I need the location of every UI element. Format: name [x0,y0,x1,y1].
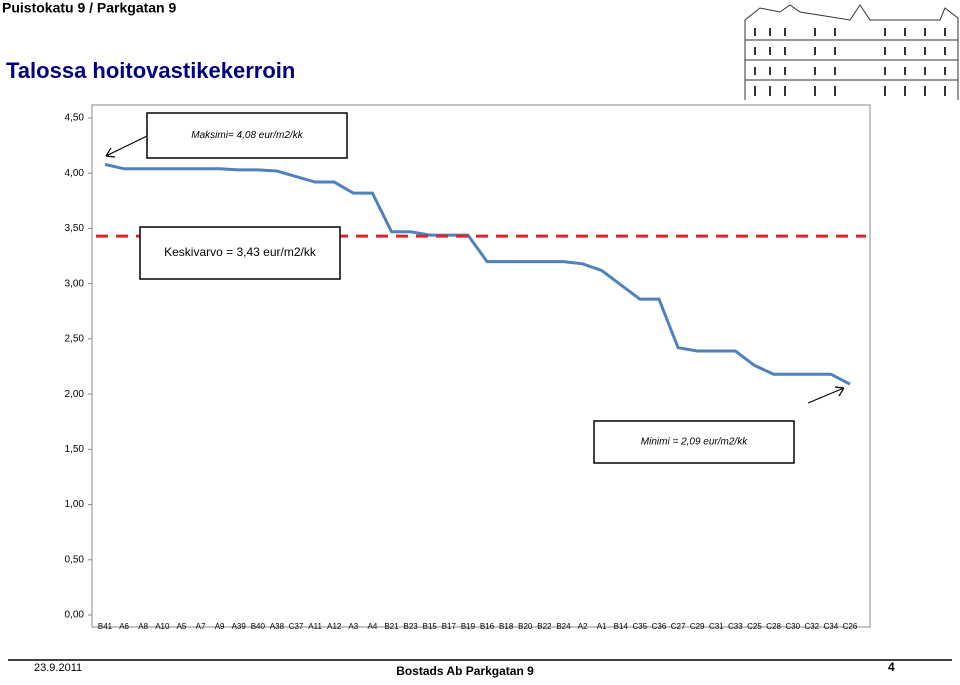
page-number: 4 [888,660,895,674]
x-tick-label: C25 [747,622,762,631]
x-tick-label: B14 [614,622,629,631]
annotation-box [139,226,341,280]
x-tick-label: B15 [423,622,438,631]
building-picture [744,4,959,100]
annotation: Keskivarvo = 3,43 eur/m2/kk [164,245,317,259]
footer-date: 23.9.2011 [34,662,82,674]
x-tick-label: A5 [177,622,187,631]
x-tick-label: B18 [499,622,514,631]
title: Talossa hoitovastikekerroin [6,58,295,83]
x-tick-label: C31 [709,622,724,631]
y-tick-label: 4,50 [65,113,85,124]
x-tick-label: B22 [537,622,552,631]
annotation-box [146,112,348,159]
x-tick-label: A10 [155,622,170,631]
x-tick-label: C30 [785,622,800,631]
data-line [104,162,851,386]
x-tick-label: C37 [289,622,304,631]
x-tick-label: B16 [480,622,495,631]
y-tick-label: 1,50 [65,444,85,455]
x-tick-label: A12 [327,622,342,631]
x-tick-label: C33 [728,622,743,631]
x-tick-label: B23 [404,622,419,631]
y-tick-label: 0,00 [65,610,85,621]
x-tick-label: C28 [766,622,781,631]
arrow [807,386,845,404]
x-tick-label: C29 [690,622,705,631]
x-tick-label: C36 [652,622,667,631]
y-tick-label: 4,00 [65,168,85,179]
x-tick-label: A38 [270,622,285,631]
x-tick-label: A1 [597,622,607,631]
x-tick-label: A8 [138,622,148,631]
x-tick-label: A3 [348,622,358,631]
x-tick-label: B21 [384,622,399,631]
y-tick-label: 3,00 [65,278,85,289]
x-tick-label: C35 [633,622,648,631]
y-tick-label: 2,00 [65,389,85,400]
y-tick-label: 0,50 [65,554,85,565]
x-tick-label: A2 [578,622,588,631]
x-tick-label: C34 [824,622,839,631]
footer-company: Bostads Ab Parkgatan 9 [396,664,534,678]
x-tick-label: B40 [251,622,266,631]
y-tick-label: 1,00 [65,499,85,510]
x-tick-label: A4 [368,622,378,631]
x-tick-label: B19 [461,622,476,631]
x-tick-label: C32 [804,622,819,631]
y-tick-label: 2,50 [65,334,85,345]
x-tick-label: B24 [556,622,571,631]
x-tick-label: A11 [308,622,322,631]
x-tick-label: B20 [518,622,533,631]
x-tick-label: C27 [671,622,686,631]
plot-frame [91,104,871,628]
annotation: Maksimi= 4,08 eur/m2/kk [191,130,303,141]
header: Puistokatu 9 / Parkgatan 9 [2,0,176,16]
annotation-box [593,420,795,464]
x-tick-label: B41 [98,622,113,631]
x-tick-label: B17 [442,622,457,631]
x-tick-label: A9 [215,622,225,631]
y-tick-label: 3,50 [65,223,85,234]
x-tick-label: C26 [843,622,858,631]
x-tick-label: A6 [119,622,129,631]
x-tick-label: A39 [232,622,247,631]
x-tick-label: A7 [196,622,206,631]
annotation: Minimi = 2,09 eur/m2/kk [641,437,748,448]
arrow [105,135,148,158]
